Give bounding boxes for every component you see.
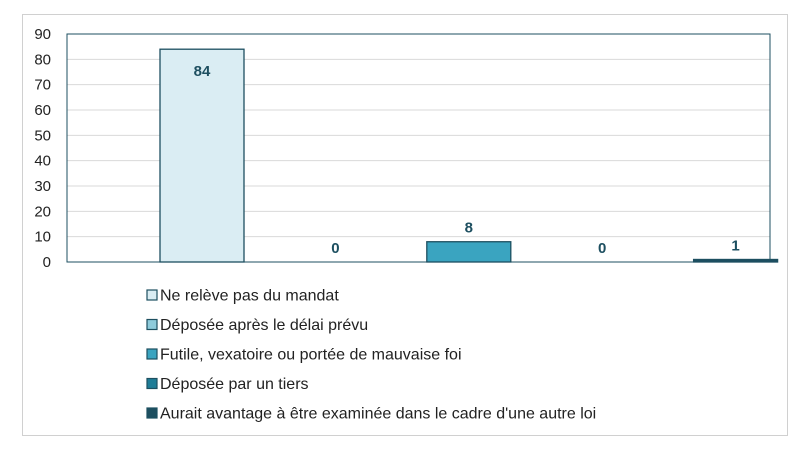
y-tick-label: 70 [34, 77, 51, 94]
data-labels: 84 0 8 0 1 [194, 63, 740, 257]
legend-swatch [146, 407, 158, 419]
bar [159, 48, 245, 263]
y-tick-label: 40 [34, 153, 51, 170]
data-label: 84 [194, 63, 211, 80]
legend-swatch [146, 289, 158, 301]
legend-swatch [146, 348, 158, 360]
y-tick-label: 50 [34, 127, 51, 144]
legend-label: Ne relève pas du mandat [160, 288, 339, 305]
y-tick-label: 10 [34, 229, 51, 246]
legend-label: Futile, vexatoire ou portée de mauvaise … [160, 347, 462, 364]
legend-label: Déposée par un tiers [160, 376, 309, 393]
data-label: 0 [331, 240, 339, 257]
y-tick-label: 0 [43, 254, 51, 271]
legend: Ne relève pas du mandat Déposée après le … [146, 288, 596, 423]
bar [692, 258, 779, 263]
legend-label: Aurait avantage à être examinée dans le … [160, 406, 596, 423]
data-label: 0 [598, 240, 606, 257]
y-axis-ticks: 0 10 20 30 40 50 60 70 80 90 [34, 26, 51, 271]
legend-swatch [146, 377, 158, 390]
legend-swatch [146, 318, 158, 331]
data-label: 1 [731, 237, 739, 254]
plot-area-border [66, 33, 771, 263]
y-tick-label: 90 [34, 26, 51, 43]
legend-label: Déposée après le délai prévu [160, 317, 368, 334]
y-tick-label: 60 [34, 102, 51, 119]
y-tick-label: 80 [34, 51, 51, 68]
y-tick-label: 20 [34, 203, 51, 220]
bars [159, 48, 779, 263]
data-label: 8 [465, 220, 473, 237]
y-tick-label: 30 [34, 178, 51, 195]
bar [426, 241, 512, 263]
